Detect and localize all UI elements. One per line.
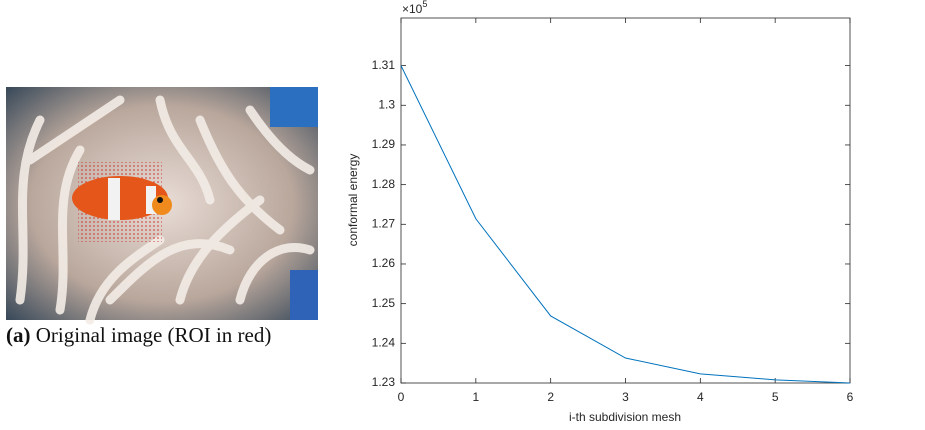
x-tick-label: 1 — [472, 390, 479, 404]
y-tick-label: 1.26 — [372, 256, 396, 270]
y-axis-label: conformal energy — [346, 154, 360, 247]
multiplier: ×105 — [402, 0, 427, 16]
multiplier-exponent: 5 — [422, 0, 427, 9]
y-tick-label: 1.31 — [372, 58, 396, 72]
y-tick-label: 1.28 — [372, 177, 396, 191]
x-tick-label: 6 — [847, 390, 854, 404]
x-tick-label: 2 — [547, 390, 554, 404]
y-tick-label: 1.27 — [372, 216, 396, 230]
y-tick-label: 1.3 — [378, 97, 395, 111]
multiplier-base: ×10 — [402, 2, 423, 16]
photo — [6, 87, 318, 325]
caption: (a) Original image (ROI in red) — [6, 322, 328, 348]
x-tick-label: 4 — [697, 390, 704, 404]
axes-box — [400, 17, 851, 384]
caption-label: (a) — [6, 323, 31, 347]
caption-text: Original image (ROI in red) — [35, 323, 272, 347]
y-tick-label: 1.24 — [372, 335, 396, 349]
x-axis-label: i-th subdivision mesh — [569, 410, 681, 424]
x-tick-label: 5 — [772, 390, 779, 404]
y-tick-label: 1.25 — [372, 296, 396, 310]
line-series — [400, 65, 851, 384]
y-tick-label: 1.29 — [372, 137, 396, 151]
y-tick-label: 1.23 — [372, 375, 396, 389]
x-tick-label: 3 — [622, 390, 629, 404]
chart: conformal energy i-th subdivision mesh ×… — [346, 0, 853, 424]
x-tick-label: 0 — [398, 390, 405, 404]
